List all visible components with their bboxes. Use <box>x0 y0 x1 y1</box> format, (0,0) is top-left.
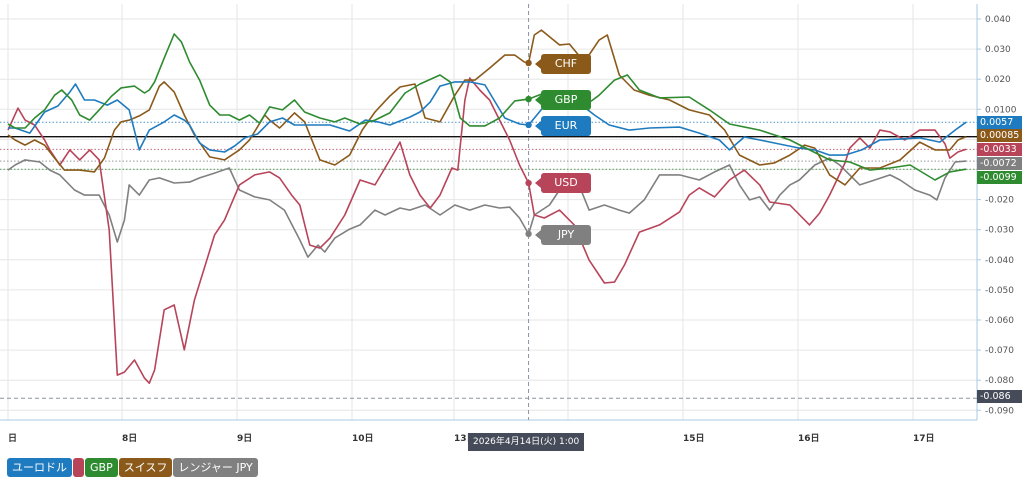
tooltip-dot-eur <box>525 121 532 129</box>
crosshair-y-badge: -0.086 <box>977 390 1022 403</box>
x-tick-label: 9日 <box>237 433 252 444</box>
legend: ユーロドル GBP スイスフ レンジャー JPY <box>7 458 258 477</box>
x-tick-label: 16日 <box>798 433 820 444</box>
series-line-gbp <box>7 33 967 181</box>
y-tick-label: -0.080 <box>985 376 1014 386</box>
legend-item-jpy[interactable]: レンジャー JPY <box>173 458 258 477</box>
tooltip-jpy: JPY <box>535 225 591 245</box>
last-value-badge-chf: 0.00085 <box>977 129 1022 142</box>
y-tick-label: 0.0100 <box>985 105 1017 115</box>
tooltip-usd: USD <box>535 173 591 193</box>
last-value-badge-eur: 0.0057 <box>977 116 1022 129</box>
legend-item-eur[interactable]: ユーロドル <box>7 458 72 477</box>
y-tick-label: 0.040 <box>985 15 1011 25</box>
tooltip-dot-gbp <box>525 95 532 103</box>
last-value-badge-usd: -0.0033 <box>977 143 1022 156</box>
y-tick-label: -0.040 <box>985 256 1014 266</box>
y-tick-label: 0.020 <box>985 75 1011 85</box>
y-tick-label: -0.090 <box>985 406 1014 416</box>
tooltip-dot-chf <box>525 59 532 67</box>
x-tick-label: 10日 <box>352 433 374 444</box>
legend-item-usd[interactable] <box>73 458 84 477</box>
x-tick-label: 日 <box>8 433 17 444</box>
y-tick-label: -0.050 <box>985 286 1014 296</box>
y-tick-label: -0.030 <box>985 226 1014 236</box>
series-line-usd <box>7 77 967 385</box>
last-value-badge-jpy: -0.0072 <box>977 157 1022 170</box>
tooltip-dot-usd <box>525 179 532 187</box>
tooltip-gbp: GBP <box>535 90 591 110</box>
y-tick-label: 0.030 <box>985 45 1011 55</box>
series-line-eur <box>8 81 967 156</box>
legend-item-gbp[interactable]: GBP <box>85 458 118 477</box>
tooltip-eur: EUR <box>535 116 591 136</box>
series-line-chf <box>7 29 967 186</box>
tooltip-chf: CHF <box>535 54 591 74</box>
last-value-badge-gbp: -0.0099 <box>977 171 1022 184</box>
y-tick-label: -0.070 <box>985 346 1014 356</box>
x-tick-label: 15日 <box>683 433 705 444</box>
x-tick-label: 13日 <box>454 433 476 444</box>
legend-item-chf[interactable]: スイスフ <box>118 458 173 477</box>
tooltip-dot-jpy <box>525 230 532 238</box>
x-tick-label: 8日 <box>122 433 137 444</box>
x-tick-label: 17日 <box>913 433 935 444</box>
y-tick-label: -0.020 <box>985 196 1014 206</box>
crosshair-x-label: 2026年4月14日(火) 1:00 <box>468 433 585 451</box>
series-line-jpy <box>7 157 967 258</box>
y-tick-label: -0.060 <box>985 316 1014 326</box>
